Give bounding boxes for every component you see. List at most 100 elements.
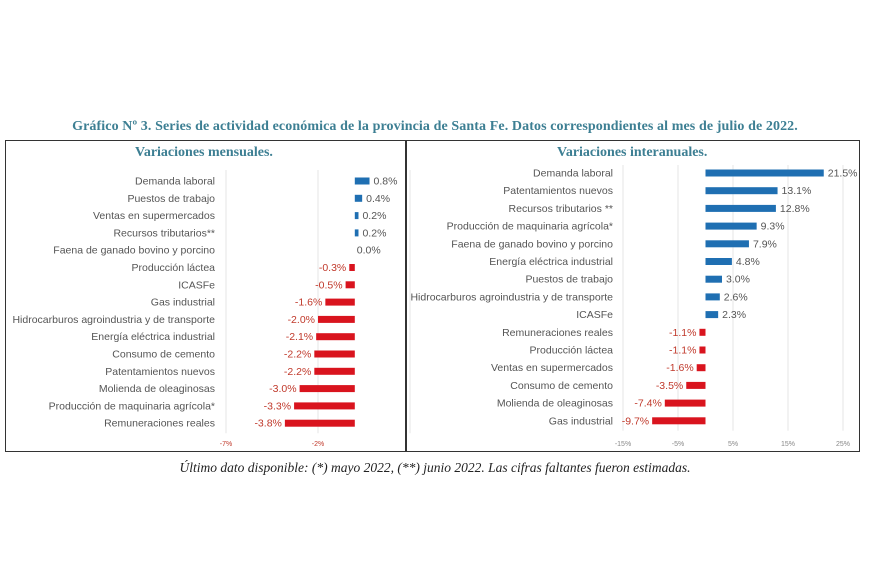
right-category-label: Demanda laboral <box>533 168 613 180</box>
right-category-label: Ventas en supermercados <box>491 362 613 374</box>
left-category-label: Consumo de cemento <box>112 349 215 361</box>
left-category-label: Molienda de oleaginosas <box>99 383 215 395</box>
left-value-label: -3.8% <box>254 418 281 430</box>
left-category-label: Ventas en supermercados <box>93 210 215 222</box>
right-category-label: Molienda de oleaginosas <box>497 398 613 410</box>
left-bar <box>345 281 355 289</box>
right-bar <box>705 204 776 212</box>
right-value-label: 21.5% <box>828 168 858 180</box>
right-category-label: ICASFe <box>576 309 613 321</box>
left-bar <box>299 385 355 393</box>
left-category-label: Demanda laboral <box>135 176 215 188</box>
right-bar <box>705 187 778 195</box>
right-category-label: Puestos de trabajo <box>525 274 613 286</box>
right-value-label: -1.1% <box>669 327 696 339</box>
right-value-label: -1.1% <box>669 345 696 357</box>
right-category-label: Faena de ganado bovino y porcino <box>451 238 613 250</box>
right-bar <box>705 169 824 177</box>
left-value-label: -2.1% <box>286 331 313 343</box>
right-category-label: Hidrocarburos agroindustria y de transpo… <box>410 291 613 303</box>
right-x-tick-label: 25% <box>836 441 850 448</box>
right-value-label: -9.7% <box>622 415 649 427</box>
right-category-label: Gas industrial <box>549 415 613 427</box>
right-category-label: Producción de maquinaria agrícola* <box>447 221 613 233</box>
right-bar <box>705 222 757 230</box>
left-bar <box>354 229 359 237</box>
left-bar <box>354 212 359 220</box>
right-category-label: Recursos tributarios ** <box>509 203 613 215</box>
right-value-label: -3.5% <box>656 380 683 392</box>
left-bar <box>314 367 355 375</box>
left-bar <box>325 298 355 306</box>
figure-title: Gráfico Nº 3. Series de actividad económ… <box>72 119 798 134</box>
right-chart-title: Variaciones interanuales. <box>557 145 708 160</box>
left-chart-title: Variaciones mensuales. <box>135 145 273 160</box>
right-bar <box>705 311 719 319</box>
right-bar <box>696 364 706 372</box>
left-value-label: 0.2% <box>362 227 386 239</box>
left-category-label: ICASFe <box>178 279 215 291</box>
left-value-label: -3.0% <box>269 383 296 395</box>
right-category-label: Producción láctea <box>530 345 614 357</box>
right-bar <box>705 275 722 283</box>
footnote: Último dato disponible: (*) mayo 2022, (… <box>179 460 691 475</box>
left-category-label: Gas industrial <box>151 297 215 309</box>
right-value-label: -1.6% <box>666 362 693 374</box>
left-bar <box>354 177 370 185</box>
left-category-label: Patentamientos nuevos <box>105 366 215 378</box>
chart-frame <box>5 140 860 452</box>
left-category-label: Remuneraciones reales <box>104 418 215 430</box>
right-value-label: 4.8% <box>736 256 760 268</box>
left-bar <box>314 350 355 358</box>
right-bar <box>686 381 706 389</box>
right-value-label: -7.4% <box>634 398 661 410</box>
left-category-label: Energía eléctrica industrial <box>91 331 215 343</box>
panel-divider <box>405 140 407 452</box>
right-category-label: Patentamientos nuevos <box>503 185 613 197</box>
left-value-label: -2.2% <box>284 349 311 361</box>
left-category-label: Faena de ganado bovino y porcino <box>53 245 215 257</box>
left-bar <box>349 264 355 271</box>
left-value-label: -0.3% <box>319 262 346 274</box>
right-value-label: 3.0% <box>726 274 750 286</box>
right-value-label: 7.9% <box>753 238 777 250</box>
right-value-label: 9.3% <box>761 221 785 233</box>
left-bar <box>316 333 355 341</box>
right-x-tick-label: -5% <box>672 441 684 448</box>
right-value-label: 12.8% <box>780 203 810 215</box>
right-x-tick-label: 5% <box>728 441 738 448</box>
left-x-tick-label: -2% <box>312 441 324 448</box>
left-value-label: 0.8% <box>374 176 398 188</box>
right-category-label: Consumo de cemento <box>510 380 613 392</box>
right-value-label: 13.1% <box>782 185 812 197</box>
right-bar <box>705 293 720 301</box>
right-bar <box>705 240 749 248</box>
right-bar <box>699 346 706 354</box>
right-bar <box>699 328 706 336</box>
right-bar <box>705 258 732 265</box>
left-value-label: 0.0% <box>357 245 381 257</box>
right-x-tick-label: 15% <box>781 441 795 448</box>
right-x-tick-label: -15% <box>615 441 631 448</box>
left-bar <box>354 194 363 202</box>
left-category-label: Producción láctea <box>132 262 216 274</box>
left-category-label: Hidrocarburos agroindustria y de transpo… <box>12 314 215 326</box>
left-category-label: Recursos tributarios** <box>113 227 215 239</box>
left-value-label: -0.5% <box>315 279 342 291</box>
left-value-label: -2.0% <box>288 314 315 326</box>
left-bar <box>318 315 355 323</box>
left-value-label: 0.2% <box>362 210 386 222</box>
left-category-label: Producción de maquinaria agrícola* <box>49 400 215 412</box>
right-category-label: Remuneraciones reales <box>502 327 613 339</box>
right-bar <box>664 399 706 407</box>
left-bar <box>284 419 355 427</box>
left-value-label: -3.3% <box>264 400 291 412</box>
left-value-label: 0.4% <box>366 193 390 205</box>
left-value-label: -1.6% <box>295 297 322 309</box>
right-value-label: 2.6% <box>724 291 748 303</box>
right-bar <box>652 417 706 425</box>
right-category-label: Energía eléctrica industrial <box>489 256 613 268</box>
right-value-label: 2.3% <box>722 309 746 321</box>
left-category-label: Puestos de trabajo <box>127 193 215 205</box>
